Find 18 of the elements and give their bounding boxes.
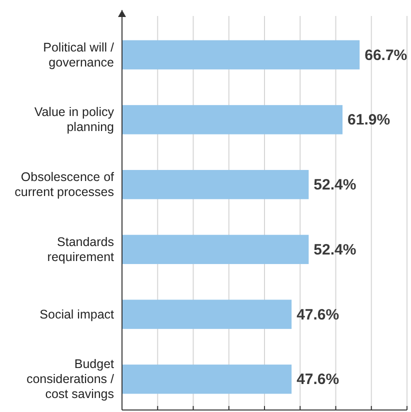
data-label: 61.9%	[348, 112, 390, 129]
bar	[122, 170, 309, 200]
bar	[122, 364, 292, 394]
data-label: 66.7%	[364, 46, 408, 64]
data-label: 47.6%	[296, 371, 340, 388]
data-label: 52.4%	[314, 176, 356, 194]
data-label: 52.4%	[314, 241, 356, 258]
y-tick-label: Political will / governance	[43, 40, 115, 70]
bar	[122, 234, 309, 264]
bar	[122, 300, 292, 329]
y-tick-label: Value in policy planning	[34, 105, 115, 134]
data-label: 47.6%	[296, 306, 340, 324]
y-tick-label: Standards requirement	[47, 234, 115, 264]
bar	[122, 105, 343, 134]
y-tick-label: Budget considerations / cost savings	[26, 357, 115, 402]
bar	[122, 40, 360, 70]
y-tick-label: Social impact	[40, 307, 115, 322]
y-tick-label: Obsolescence of current processes	[14, 170, 115, 200]
